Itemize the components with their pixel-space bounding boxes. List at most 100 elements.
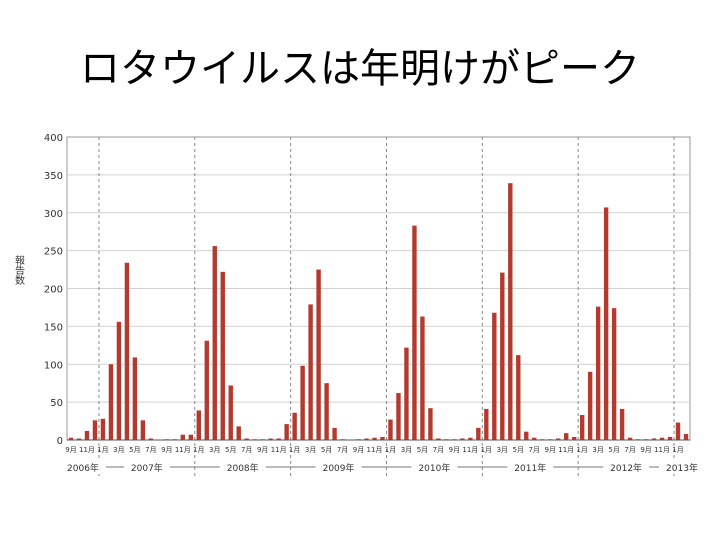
bar	[428, 408, 433, 440]
x-tick-label: 7月	[337, 446, 348, 454]
bar	[116, 321, 122, 440]
year-label-bg	[411, 460, 458, 474]
y-tick-label: 200	[44, 285, 63, 296]
year-label-bg	[315, 460, 362, 474]
x-tick-label: 11月	[654, 446, 670, 454]
bar	[564, 433, 569, 440]
bar	[436, 438, 441, 440]
bar	[651, 438, 657, 440]
year-label: 2009年	[323, 462, 355, 474]
bar	[524, 431, 529, 440]
bar	[228, 385, 233, 440]
bar	[627, 437, 633, 440]
bar	[659, 437, 665, 440]
bar	[556, 438, 561, 440]
year-label-bg	[59, 460, 106, 474]
x-tick-label: 3月	[401, 446, 412, 454]
bar	[132, 357, 138, 440]
y-tick-label: 100	[44, 360, 63, 371]
bar	[579, 415, 585, 440]
year-label-bg	[659, 460, 706, 474]
bar	[611, 308, 617, 440]
bar	[108, 364, 114, 440]
bar	[68, 437, 74, 440]
bar	[220, 271, 225, 440]
year-label: 2008年	[227, 462, 259, 474]
x-tick-label: 9月	[353, 446, 364, 454]
bar	[412, 225, 417, 440]
x-tick-label: 9月	[65, 446, 76, 454]
bar	[92, 420, 98, 440]
bar	[683, 433, 689, 440]
x-tick-label: 1月	[289, 446, 300, 454]
x-tick-label: 3月	[209, 446, 220, 454]
bar	[587, 371, 593, 440]
y-tick-label: 0	[57, 436, 63, 447]
bar	[300, 365, 305, 440]
x-tick-label: 9月	[257, 446, 268, 454]
y-tick-label: 150	[44, 322, 63, 333]
bar	[468, 437, 473, 440]
bar	[148, 438, 154, 440]
x-tick-label: 9月	[544, 446, 555, 454]
bar	[516, 355, 521, 440]
y-tick-label: 350	[44, 171, 63, 182]
x-tick-label: 11月	[462, 446, 478, 454]
bar	[675, 422, 681, 440]
bar	[532, 437, 537, 440]
bar	[212, 246, 217, 440]
bar	[595, 306, 601, 440]
x-tick-label: 7月	[529, 446, 540, 454]
x-tick-label: 11月	[79, 446, 95, 454]
x-tick-label: 1月	[385, 446, 396, 454]
x-tick-label: 1月	[193, 446, 204, 454]
bar	[140, 420, 146, 440]
bar	[124, 262, 130, 440]
y-tick-label: 250	[44, 247, 63, 258]
year-label: 2006年	[67, 462, 99, 474]
bar	[492, 312, 497, 440]
x-tick-label: 1月	[97, 446, 108, 454]
bar	[188, 434, 193, 440]
bar	[308, 304, 313, 440]
bar	[276, 438, 281, 440]
year-label-bg	[507, 460, 554, 474]
x-tick-label: 7月	[624, 446, 635, 454]
x-tick-label: 11月	[175, 446, 191, 454]
bar	[204, 340, 209, 440]
year-label: 2012年	[610, 462, 642, 474]
bar	[500, 272, 505, 440]
bar	[364, 438, 369, 440]
x-tick-label: 7月	[433, 446, 444, 454]
bar	[388, 419, 393, 440]
bar	[316, 269, 321, 440]
year-label-bg	[123, 460, 170, 474]
bar	[420, 316, 425, 440]
x-tick-label: 3月	[497, 446, 508, 454]
bar	[460, 438, 465, 440]
x-tick-label: 5月	[129, 446, 140, 454]
bar	[484, 408, 489, 440]
bar	[324, 383, 329, 440]
year-label: 2013年	[666, 462, 698, 474]
bar	[476, 427, 481, 440]
x-tick-label: 3月	[592, 446, 603, 454]
year-label: 2010年	[418, 462, 450, 474]
bar	[571, 436, 577, 440]
bar	[84, 430, 90, 440]
x-tick-label: 1月	[481, 446, 492, 454]
x-tick-label: 5月	[321, 446, 332, 454]
bar	[180, 434, 186, 440]
bars-layer	[68, 183, 689, 440]
bar	[508, 183, 513, 440]
y-tick-label: 300	[44, 209, 63, 220]
x-tick-label: 5月	[608, 446, 619, 454]
bar	[667, 436, 673, 440]
x-tick-label: 11月	[558, 446, 574, 454]
bar	[244, 438, 249, 440]
year-label-bg	[603, 460, 650, 474]
bar	[380, 436, 385, 440]
bar	[404, 347, 409, 440]
